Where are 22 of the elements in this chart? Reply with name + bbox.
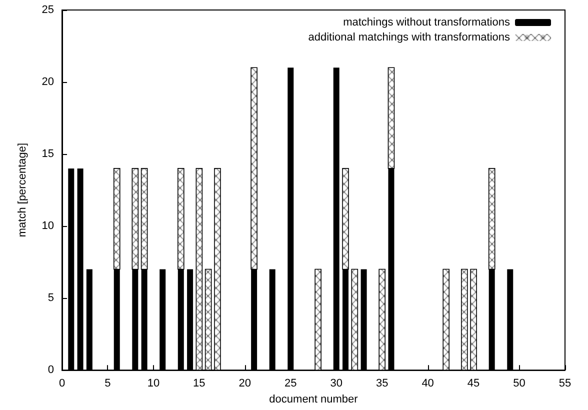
x-tick-label: 25 — [284, 378, 297, 390]
x-tick-label: 30 — [330, 378, 342, 390]
y-axis-title: match [percentage] — [16, 142, 28, 238]
x-tick-label: 50 — [513, 378, 526, 390]
x-tick-label: 10 — [147, 378, 160, 390]
y-tick-label: 15 — [42, 148, 54, 160]
y-tick-label: 20 — [42, 76, 54, 88]
y-tick-label: 10 — [42, 220, 54, 232]
x-tick-label: 40 — [422, 378, 434, 390]
legend-label: matchings without transformations — [343, 16, 510, 28]
x-tick-label: 0 — [58, 378, 66, 390]
legend-label: additional matchings with transformations — [308, 32, 510, 44]
x-tick-label: 5 — [104, 378, 111, 390]
x-tick-label: 45 — [467, 378, 480, 390]
x-tick-label: 20 — [238, 378, 252, 390]
y-tick-label: 25 — [42, 4, 54, 16]
x-axis-title: document number — [269, 394, 358, 406]
y-tick-label: 0 — [48, 364, 54, 376]
x-tick-label: 55 — [558, 378, 572, 390]
x-tick-label: 15 — [193, 378, 206, 390]
y-tick-label: 5 — [48, 292, 54, 304]
x-tick-label: 35 — [376, 378, 388, 390]
